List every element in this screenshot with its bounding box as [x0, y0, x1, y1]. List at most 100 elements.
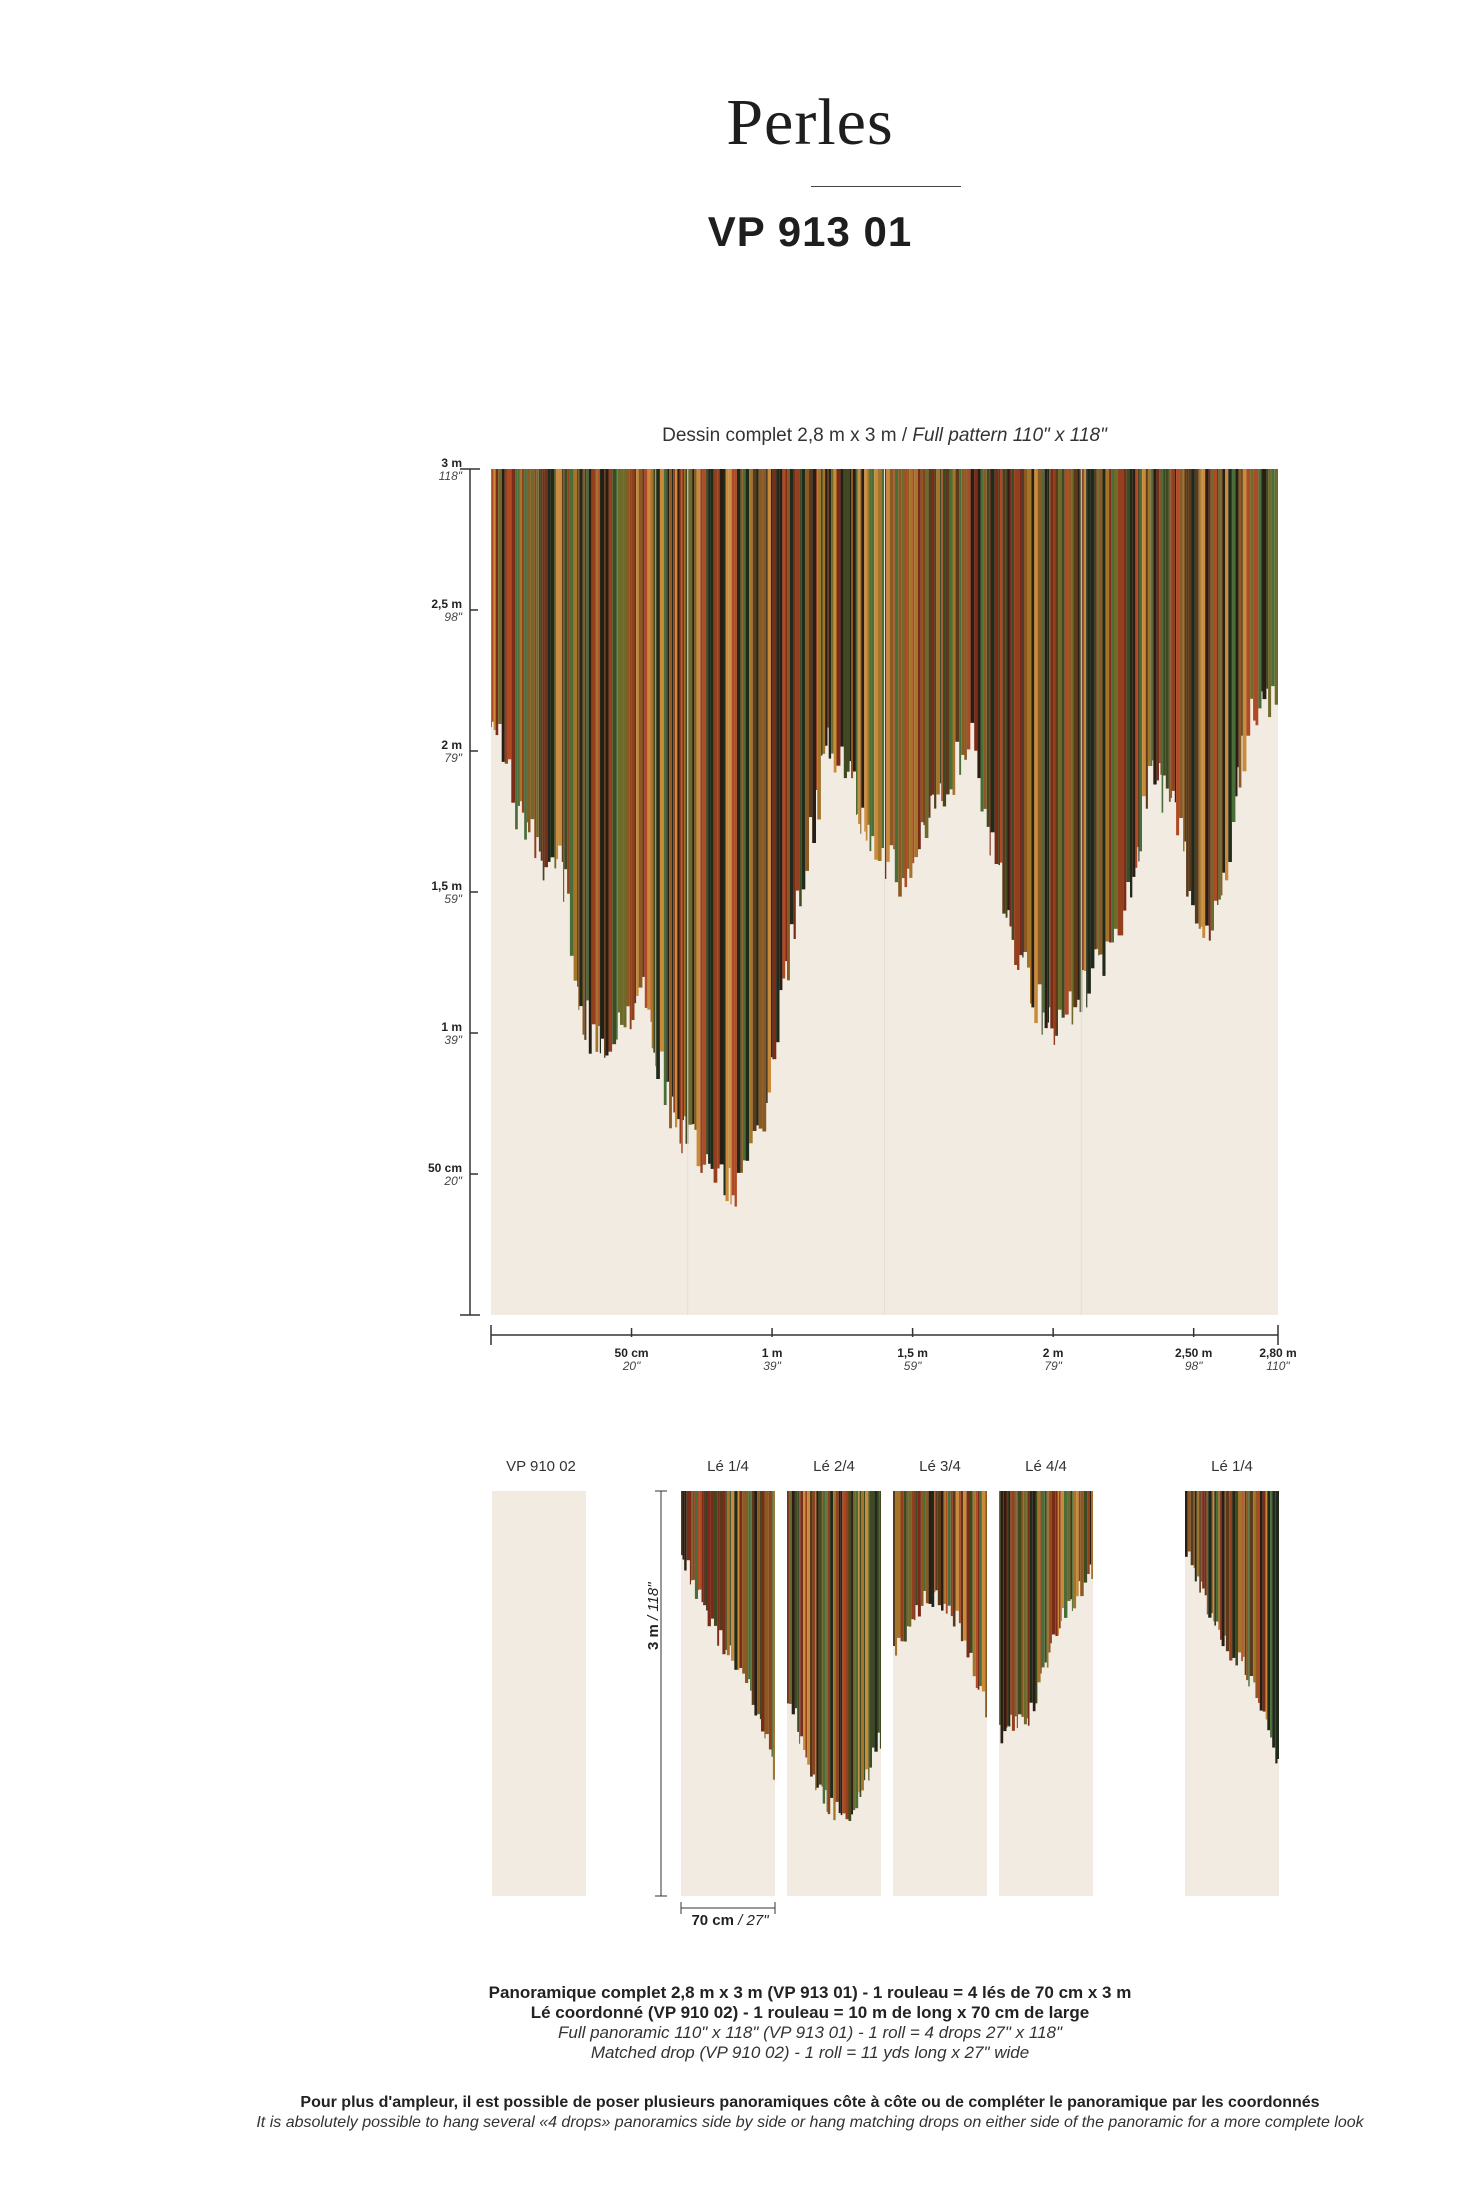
drop-stripe [861, 1491, 864, 1791]
drop-stripe [765, 1491, 769, 1735]
pattern-stripe [1222, 469, 1225, 873]
drop-stripe [1080, 1491, 1084, 1597]
pattern-stripe [517, 469, 520, 806]
pattern-stripe [789, 469, 794, 925]
pattern-stripe [582, 469, 585, 1035]
pattern-stripe [521, 469, 525, 813]
pattern-stripe [1000, 469, 1003, 863]
pattern-stripe [843, 469, 847, 779]
tick-metric: 2,50 m [1174, 1346, 1213, 1360]
pattern-caption-fr: Dessin complet 2,8 m x 3 m / [662, 425, 913, 446]
drop-stripe [1000, 1491, 1004, 1744]
drop-stripe [807, 1491, 810, 1765]
pattern-stripe [946, 469, 950, 795]
product-reference: VP 913 01 [707, 208, 913, 255]
pattern-stripe [623, 469, 627, 1028]
pattern-stripe [591, 469, 596, 1025]
spec-line-3: Full panoramic 110" x 118" (VP 913 01) -… [557, 2023, 1063, 2042]
drop-stripe [908, 1491, 912, 1627]
pattern-stripe [1168, 469, 1171, 802]
drop-label: Lé 1/4 [1211, 1458, 1253, 1475]
pattern-stripe [1087, 469, 1091, 994]
pattern-stripe [617, 469, 620, 1013]
pattern-stripe [558, 469, 562, 846]
pattern-stripe [932, 469, 935, 795]
drop-stripe [757, 1491, 760, 1715]
drop-stripe [1229, 1491, 1233, 1661]
pattern-stripe [861, 469, 865, 808]
drop-stripe [935, 1491, 938, 1591]
pattern-stripe [1022, 469, 1024, 958]
pattern-stripe [793, 469, 796, 939]
pattern-stripe [912, 469, 915, 864]
pattern-stripe [1126, 469, 1130, 882]
drop-stripe [872, 1491, 875, 1748]
pattern-stripe [904, 469, 908, 888]
drop-stripe [1078, 1491, 1081, 1582]
pattern-stripe [1170, 469, 1172, 798]
pattern-stripe [1011, 469, 1015, 940]
pattern-stripe [959, 469, 962, 775]
drop-stripe [1187, 1491, 1191, 1552]
drop-stripe [1267, 1491, 1271, 1731]
pattern-stripe [865, 469, 868, 841]
horizontal-tick-label: 2 m 79" [1018, 1347, 1088, 1373]
drop-stripe [1196, 1491, 1200, 1577]
drop-stripe [830, 1491, 834, 1798]
pattern-stripe [795, 469, 800, 891]
pattern-stripe [700, 469, 703, 1173]
drop-stripe [879, 1491, 881, 1749]
drop-stripe [699, 1491, 702, 1590]
pattern-stripe [526, 469, 529, 823]
drop-stripe [1037, 1491, 1041, 1683]
pattern-stripe [713, 469, 718, 1183]
pattern-stripe [762, 469, 767, 1132]
tick-metric: 50 cm [614, 1346, 649, 1360]
drop-stripe [1070, 1491, 1072, 1600]
drop-stripe [842, 1491, 846, 1814]
drop-stripe [1259, 1491, 1263, 1711]
pattern-stripe [1138, 469, 1140, 862]
drop-stripe [725, 1491, 727, 1650]
drop-stripe [810, 1491, 813, 1777]
drop-stripe [821, 1491, 823, 1787]
pattern-stripe [528, 469, 531, 833]
pattern-stripe [612, 469, 617, 1045]
pattern-stripe [1047, 469, 1049, 1023]
drop-stripe [1006, 1491, 1008, 1728]
pattern-stripe [1208, 469, 1211, 941]
pattern-stripe [1082, 469, 1084, 971]
pattern-stripe [706, 469, 709, 1155]
pattern-stripe [556, 469, 559, 860]
pattern-stripe [990, 469, 995, 833]
drop-stripe [815, 1491, 817, 1791]
drop-stripe [750, 1491, 752, 1691]
pattern-stripe [550, 469, 555, 858]
drop-stripe [1212, 1491, 1215, 1622]
pattern-stripe [740, 469, 743, 1173]
drop-stripe [1241, 1491, 1243, 1662]
drop-stripe [1242, 1491, 1245, 1657]
pattern-stripe [677, 469, 680, 1120]
pattern-stripe [779, 469, 783, 991]
drop-stripes [893, 1491, 987, 1718]
drop-stripe [921, 1491, 924, 1606]
drop-stripe [759, 1491, 761, 1720]
drop-stripe [851, 1491, 853, 1815]
pattern-stripe [881, 469, 885, 848]
pattern-stripe [544, 469, 548, 868]
drop-stripe [1277, 1491, 1279, 1759]
spec-line-2: Lé coordonné (VP 910 02) - 1 rouleau = 1… [530, 2003, 1090, 2022]
pattern-stripe [638, 469, 643, 988]
drop-stripe [945, 1491, 948, 1614]
drop-stripes [681, 1491, 775, 1783]
drop-stripe [1050, 1491, 1052, 1644]
pattern-stripe [710, 469, 714, 1169]
drop-stripe [1016, 1491, 1018, 1729]
drop-stripe [1044, 1491, 1047, 1663]
pattern-stripe [1068, 469, 1072, 992]
pattern-stripe [1205, 469, 1209, 926]
drop-stripe [1238, 1491, 1242, 1653]
pattern-stripe [1139, 469, 1142, 852]
pattern-stripe [636, 469, 639, 996]
